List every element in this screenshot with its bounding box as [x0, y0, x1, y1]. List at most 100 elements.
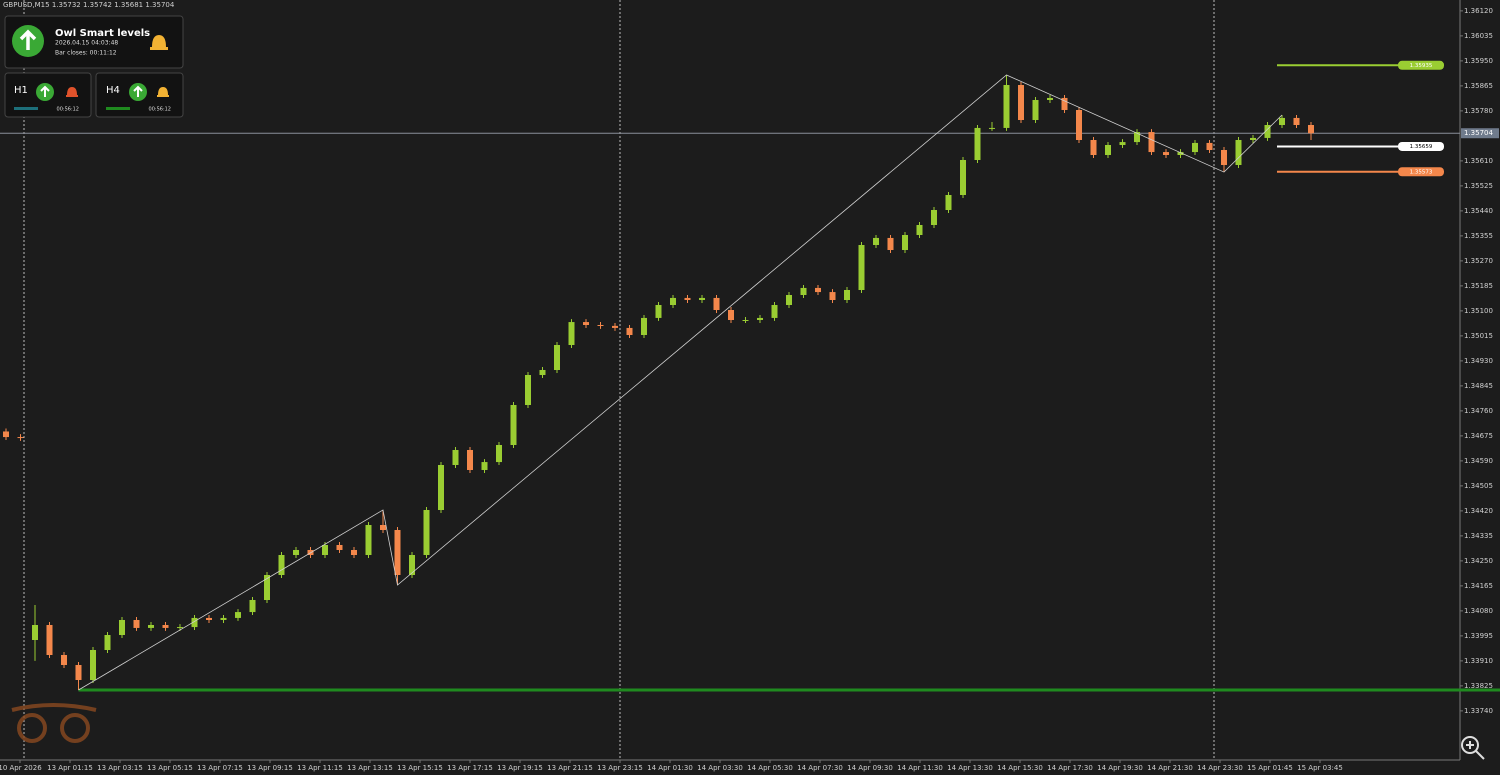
- symbol: GBPUSD,M15: [3, 1, 50, 9]
- zoom-button[interactable]: [1461, 736, 1485, 760]
- candle-body: [481, 462, 488, 470]
- x-tick-label: 14 Apr 19:30: [1097, 764, 1143, 772]
- frame-name: H1: [14, 85, 28, 96]
- candle-body: [1119, 142, 1126, 145]
- candle-body: [61, 655, 67, 665]
- candle-body: [365, 525, 372, 555]
- y-tick-label: 1.34080: [1464, 607, 1493, 615]
- candle-body: [104, 635, 111, 650]
- frame-timer: 00:56:12: [57, 107, 79, 113]
- candle-body: [206, 617, 212, 620]
- candle-body: [46, 625, 53, 655]
- current-price-box: [1461, 128, 1499, 139]
- candle-body: [844, 290, 850, 300]
- candle-body: [1250, 137, 1256, 140]
- candle-body: [597, 325, 604, 326]
- y-tick-label: 1.35270: [1464, 257, 1493, 265]
- candle-body: [989, 127, 995, 129]
- candle-body: [1134, 132, 1140, 143]
- y-tick-label: 1.34250: [1464, 557, 1493, 565]
- candle-body: [322, 545, 328, 555]
- candle-body: [351, 550, 357, 555]
- current-price-label: 1.35704: [1464, 129, 1493, 137]
- level-box: [1398, 141, 1444, 151]
- candle-body: [336, 545, 343, 550]
- logo-eye: [60, 713, 90, 743]
- candle-body: [1148, 132, 1155, 153]
- candle-body: [1235, 140, 1242, 165]
- candle-body: [75, 665, 82, 680]
- candle-body: [974, 127, 981, 160]
- candle-body: [728, 310, 734, 320]
- candle-body: [960, 160, 966, 195]
- y-tick-label: 1.34420: [1464, 507, 1493, 515]
- candle-body: [713, 297, 720, 310]
- candle-body: [699, 297, 705, 300]
- y-tick-label: 1.33825: [1464, 682, 1493, 690]
- y-tick-label: 1.34335: [1464, 532, 1493, 540]
- frame-name: H4: [106, 85, 120, 96]
- candle-body: [177, 627, 183, 629]
- candle-body: [1206, 142, 1213, 150]
- close: 1.35704: [145, 1, 174, 9]
- candle-body: [496, 445, 502, 463]
- candle-body: [771, 305, 778, 318]
- candle-body: [1076, 110, 1082, 140]
- x-tick-label: 14 Apr 03:30: [697, 764, 743, 772]
- x-tick-label: 14 Apr 23:30: [1197, 764, 1243, 772]
- candle-body: [525, 375, 531, 405]
- x-tick-label: 13 Apr 01:15: [47, 764, 93, 772]
- candle-body: [1090, 140, 1097, 155]
- x-tick-label: 14 Apr 05:30: [747, 764, 793, 772]
- y-tick-label: 1.34165: [1464, 582, 1493, 590]
- candle-body: [220, 617, 227, 620]
- y-tick-label: 1.35950: [1464, 57, 1493, 65]
- candle-body: [670, 297, 676, 305]
- candle-body: [380, 525, 386, 530]
- level-label: 1.35935: [1410, 63, 1433, 69]
- x-tick-label: 15 Apr 01:45: [1247, 764, 1293, 772]
- candle-body: [1047, 97, 1053, 100]
- candle-body: [554, 345, 560, 370]
- candle-body: [249, 600, 256, 613]
- candle-body: [293, 550, 299, 555]
- alarm-icon: [150, 35, 168, 50]
- candle-body: [641, 317, 647, 335]
- candle-body: [1177, 152, 1184, 155]
- y-tick-label: 1.34675: [1464, 432, 1493, 440]
- candle-body: [612, 325, 618, 328]
- x-tick-label: 14 Apr 11:30: [897, 764, 943, 772]
- candle-body: [3, 431, 9, 438]
- alarm-icon: [157, 87, 169, 97]
- candle-body: [655, 305, 662, 318]
- x-tick-label: 13 Apr 03:15: [97, 764, 143, 772]
- zoom-lens[interactable]: [1461, 736, 1479, 754]
- panel-time: 2026.04.15 04:03:48: [55, 40, 118, 47]
- y-tick-label: 1.35610: [1464, 157, 1493, 165]
- candle-body: [800, 287, 807, 295]
- logo-brow: [11, 703, 97, 712]
- x-tick-label: 13 Apr 23:15: [597, 764, 643, 772]
- low: 1.35681: [114, 1, 143, 9]
- x-tick-label: 14 Apr 01:30: [647, 764, 693, 772]
- logo-eye: [17, 713, 47, 743]
- y-tick-label: 1.35100: [1464, 307, 1493, 315]
- x-tick-label: 13 Apr 17:15: [447, 764, 493, 772]
- candle-body: [394, 530, 401, 575]
- candle-body: [916, 225, 923, 235]
- zoom-handle[interactable]: [1466, 741, 1485, 760]
- high: 1.35742: [83, 1, 112, 9]
- y-tick-label: 1.35865: [1464, 82, 1493, 90]
- y-tick-label: 1.36120: [1464, 7, 1493, 15]
- candle-body: [148, 625, 154, 628]
- candle-body: [757, 317, 763, 320]
- candle-body: [539, 370, 546, 375]
- level-box: [1398, 167, 1444, 177]
- y-tick-label: 1.34845: [1464, 382, 1493, 390]
- candle-body: [1003, 85, 1010, 128]
- up-arrow: [133, 85, 143, 97]
- up-arrow: [19, 29, 37, 50]
- x-tick-label: 13 Apr 09:15: [247, 764, 293, 772]
- candle-body: [1221, 150, 1227, 165]
- open: 1.35732: [52, 1, 81, 9]
